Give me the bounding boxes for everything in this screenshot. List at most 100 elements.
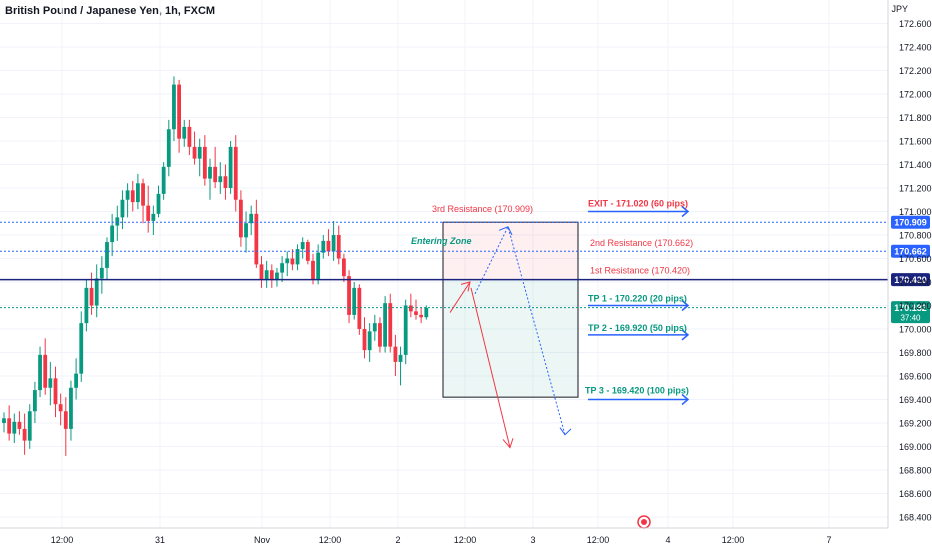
- candle-body: [388, 303, 393, 347]
- tp2-arrow-head: [681, 329, 690, 341]
- candle-body: [269, 270, 274, 280]
- candle-body: [383, 303, 387, 347]
- candle-body: [172, 84, 176, 130]
- candle-body: [408, 305, 413, 312]
- candle-body: [110, 225, 115, 243]
- candle-body: [146, 205, 151, 221]
- currency-label: JPY: [891, 4, 908, 14]
- candle-body: [311, 260, 315, 280]
- x-tick-label: Nov: [254, 535, 271, 545]
- candle-body: [74, 373, 78, 388]
- candle-body: [89, 287, 94, 306]
- y-tick-label: 170.000: [899, 325, 932, 335]
- tp1-label: TP 1 - 170.220 (20 pips): [588, 294, 687, 304]
- candle-body: [362, 329, 367, 351]
- candle-body: [331, 235, 336, 252]
- candle-body: [151, 213, 156, 221]
- candle-body: [38, 354, 42, 391]
- price-level-badge: [891, 301, 930, 324]
- y-tick-label: 169.400: [899, 395, 932, 405]
- resistance-3-label: 3rd Resistance (170.909): [432, 204, 533, 214]
- x-tick-label: 2: [395, 535, 400, 545]
- y-tick-label: 172.600: [899, 19, 932, 29]
- candle-body: [228, 146, 233, 188]
- candle-body: [305, 242, 310, 261]
- y-tick-label: 170.600: [899, 254, 932, 264]
- candle-body: [223, 176, 228, 188]
- y-tick-label: 168.600: [899, 489, 932, 499]
- price-level-label: 170.420: [894, 275, 927, 285]
- y-tick-label: 168.800: [899, 466, 932, 476]
- candle-body: [7, 418, 12, 434]
- x-axis: 12:00 31 Nov 12:00 2 12:00 3 12:00 4 12:00 7: [0, 527, 888, 545]
- candle-body: [403, 305, 408, 355]
- candle-body: [48, 378, 53, 388]
- y-tick-label: 172.200: [899, 66, 932, 76]
- candle-body: [218, 176, 223, 183]
- candle-body: [372, 323, 377, 332]
- candle-body: [285, 258, 290, 264]
- y-tick-label: 169.000: [899, 442, 932, 452]
- y-tick-label: 169.600: [899, 372, 932, 382]
- y-tick-label: 169.800: [899, 348, 932, 358]
- target-zone: [443, 279, 578, 398]
- candle-body: [393, 346, 398, 362]
- candle-body: [414, 311, 418, 315]
- candle-body: [12, 421, 17, 434]
- candle-body: [239, 199, 243, 238]
- chart-title: British Pound / Japanese Yen, 1h, FXCM: [5, 5, 216, 17]
- candle-body: [99, 267, 104, 279]
- resistance-2-label: 2nd Resistance (170.662): [590, 238, 693, 248]
- candle-body: [125, 190, 130, 200]
- candle-body: [300, 242, 305, 250]
- x-tick-label: 31: [155, 535, 165, 545]
- candle-body: [63, 411, 68, 429]
- zones-layer: [442, 221, 579, 398]
- y-tick-label: 172.400: [899, 43, 932, 53]
- candle-body: [33, 390, 37, 412]
- projection-head-up: [498, 226, 513, 236]
- y-tick-label: 172.000: [899, 90, 932, 100]
- candle-body: [166, 129, 171, 167]
- candle-body: [336, 235, 341, 259]
- candle-body: [295, 249, 300, 265]
- y-axis: 172.600 172.400 172.200 172.000 171.800 171.6…: [887, 0, 932, 528]
- tp3-label: TP 3 - 169.420 (100 pips): [585, 386, 689, 396]
- candle-body: [321, 240, 326, 253]
- candle-body: [120, 199, 125, 218]
- candle-body: [316, 252, 321, 280]
- entry-arrow: [449, 281, 471, 313]
- candle-body: [192, 146, 197, 159]
- exit-label: EXIT - 171.020 (60 pips): [588, 199, 688, 209]
- candle-body: [244, 223, 248, 238]
- y-tick-label: 171.000: [899, 207, 932, 217]
- candle-body: [58, 404, 63, 412]
- candle-body: [249, 213, 254, 224]
- candle-body: [347, 276, 351, 315]
- y-tick-label: 171.800: [899, 113, 932, 123]
- candle-body: [275, 272, 279, 280]
- candle-body: [378, 323, 382, 347]
- drop-arrow: [470, 287, 511, 448]
- candle-body: [357, 287, 362, 329]
- y-tick-label: 170.200: [899, 301, 932, 311]
- resistance-1-label: 1st Resistance (170.420): [590, 266, 690, 276]
- candle-body: [264, 270, 269, 280]
- candle-body: [79, 323, 84, 374]
- candle-body: [177, 84, 181, 139]
- candle-body: [424, 307, 429, 318]
- position-box: [442, 221, 579, 398]
- price-level-badge: [891, 215, 930, 229]
- x-tick-label: 12:00: [51, 535, 74, 545]
- candle-body: [187, 126, 192, 147]
- tp1-arrow-head: [681, 299, 690, 312]
- candle-body: [22, 428, 27, 441]
- candle-body: [141, 183, 145, 206]
- candle-body: [367, 331, 372, 351]
- candles-layer: [2, 76, 429, 456]
- price-level-badge: [891, 273, 930, 287]
- candle-body: [2, 418, 6, 423]
- x-tick-label: 7: [826, 535, 831, 545]
